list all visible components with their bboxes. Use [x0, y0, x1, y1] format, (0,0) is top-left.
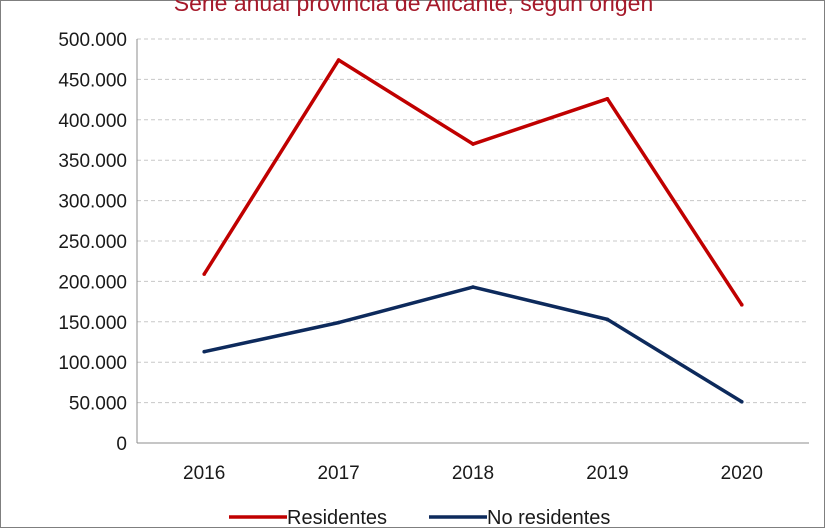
- y-tick-label: 350.000: [58, 151, 127, 172]
- x-axis-ticks: 2016 2017 2018 2019 2020: [183, 463, 763, 484]
- data-point: [740, 303, 744, 307]
- y-tick-label: 450.000: [58, 70, 127, 91]
- series-line-1: [203, 285, 743, 404]
- data-point: [605, 317, 610, 322]
- data-point: [471, 142, 475, 146]
- x-tick-label: 2016: [183, 463, 225, 484]
- y-tick-label: 50.000: [69, 394, 127, 415]
- y-tick-label: 400.000: [58, 111, 127, 132]
- data-point: [471, 285, 475, 289]
- series-line-0: [202, 58, 744, 306]
- data-point: [336, 58, 341, 62]
- data-point: [336, 320, 341, 325]
- x-tick-label: 2020: [721, 463, 763, 484]
- data-point: [202, 349, 206, 354]
- y-tick-label: 200.000: [58, 272, 127, 293]
- data-point: [202, 272, 206, 276]
- legend-label: No residentes: [487, 507, 610, 529]
- legend-label: Residentes: [287, 507, 387, 529]
- x-tick-label: 2017: [317, 463, 359, 484]
- data-point: [605, 96, 610, 101]
- chart-title: Serie anual provincia de Alicante, según…: [173, 0, 654, 16]
- gridlines: [137, 38, 809, 404]
- axes: [136, 39, 809, 444]
- y-tick-label: 150.000: [58, 313, 127, 334]
- y-tick-label: 0: [116, 434, 127, 455]
- legend: Residentes No residentes: [229, 507, 610, 529]
- x-tick-label: 2018: [452, 463, 494, 484]
- y-tick-label: 300.000: [58, 192, 127, 213]
- series-lines: [202, 58, 744, 404]
- x-tick-label: 2019: [586, 463, 628, 484]
- data-point: [740, 399, 744, 404]
- y-tick-label: 250.000: [58, 232, 127, 253]
- y-tick-label: 500.000: [58, 30, 127, 51]
- y-tick-label: 100.000: [58, 353, 127, 374]
- y-axis-ticks: 0 50.000 100.000 150.000 200.000 250.000 300.0…: [58, 30, 127, 455]
